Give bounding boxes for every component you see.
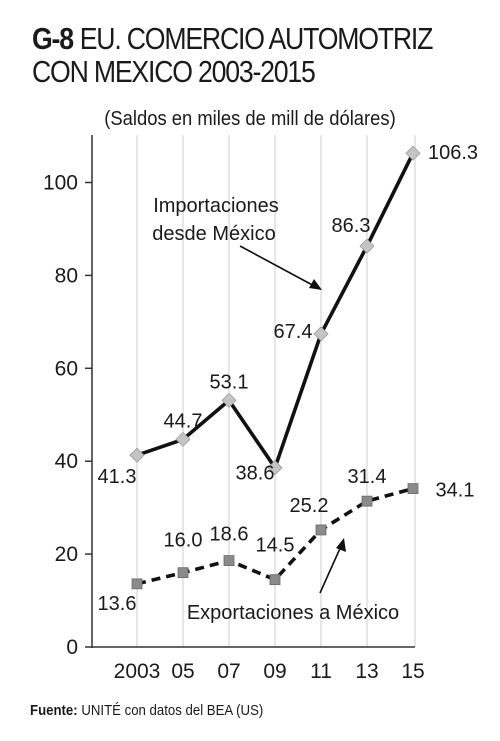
exports-annotation-arrow (319, 543, 343, 594)
imports-point (221, 392, 237, 408)
exports-arrow-head (336, 538, 346, 552)
imports-annotation-line2: desde México (152, 223, 275, 245)
imports-point (175, 431, 191, 447)
exports-data-label: 25.2 (290, 495, 329, 517)
imports-data-label: 38.6 (236, 463, 275, 485)
imports-data-label: 44.7 (164, 410, 203, 432)
title-line-2: CON MEXICO 2003-2015 (32, 54, 316, 89)
x-tick-label: 2003 (114, 660, 161, 683)
exports-annotation: Exportaciones a México (187, 602, 399, 624)
exports-data-label: 13.6 (98, 593, 137, 615)
y-tick-label: 80 (55, 264, 78, 287)
exports-data-label: 14.5 (256, 535, 295, 557)
x-tick-label: 13 (355, 660, 378, 683)
exports-data-label: 31.4 (348, 466, 387, 488)
x-tick-label: 11 (310, 660, 332, 683)
exports-point (269, 574, 281, 586)
y-tick-label: 100 (43, 172, 78, 195)
chart-subtitle: (Saldos en miles de mill de dólares) (104, 108, 396, 130)
chart-code: G-8 (32, 21, 74, 56)
source-note: Fuente: UNITÉ con datos del BEA (US) (30, 702, 263, 719)
exports-data-label: 18.6 (210, 524, 249, 546)
imports-annotation-line1: Importaciones (153, 195, 279, 217)
imports-data-label: 67.4 (274, 321, 313, 343)
imports-point (313, 326, 329, 342)
x-tick-label: 07 (217, 660, 240, 683)
source-text: UNITÉ con datos del BEA (US) (81, 702, 264, 719)
x-tick-label: 09 (263, 660, 286, 683)
chart-title: G-8 EU. COMERCIO AUTOMOTRIZ CON MEXICO 20… (32, 22, 492, 88)
imports-data-label: 106.3 (428, 142, 478, 164)
y-tick-label: 20 (55, 543, 78, 566)
imports-point (405, 145, 421, 161)
exports-data-label: 34.1 (436, 480, 475, 502)
imports-data-label: 86.3 (332, 215, 371, 237)
title-text-1: EU. COMERCIO AUTOMOTRIZ (79, 21, 434, 56)
x-tick-label: 05 (171, 660, 194, 683)
exports-point (315, 524, 327, 536)
exports-point (407, 483, 419, 495)
x-tick-label: 15 (401, 660, 424, 683)
y-tick-label: 60 (55, 357, 78, 380)
imports-point (129, 447, 145, 463)
exports-point (361, 495, 373, 507)
exports-point (131, 578, 143, 590)
y-tick-label: 0 (66, 636, 78, 659)
title-line-1: G-8 EU. COMERCIO AUTOMOTRIZ (32, 21, 433, 56)
imports-data-label: 41.3 (98, 466, 137, 488)
exports-point (223, 555, 235, 567)
source-label: Fuente: (30, 702, 78, 719)
imports-point (359, 238, 375, 254)
imports-arrow-head (309, 279, 322, 290)
imports-data-label: 53.1 (210, 371, 249, 393)
imports-annotation-arrow (239, 245, 319, 289)
y-tick-label: 40 (55, 450, 78, 473)
imports-point (267, 460, 283, 476)
exports-point (177, 567, 189, 579)
exports-data-label: 16.0 (164, 530, 203, 552)
